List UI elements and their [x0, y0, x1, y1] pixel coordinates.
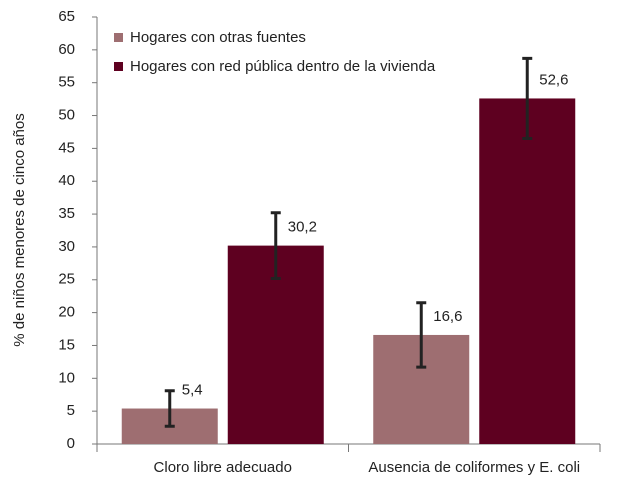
y-tick-label: 60: [58, 41, 75, 58]
y-tick-label: 15: [58, 336, 75, 353]
bar: [479, 98, 576, 444]
value-label: 52,6: [539, 71, 568, 88]
value-label: 5,4: [182, 381, 203, 398]
x-tick-label: Ausencia de coliformes y E. coli: [368, 459, 580, 476]
y-tick-label: 45: [58, 139, 75, 156]
y-tick-label: 5: [67, 402, 75, 419]
y-tick-label: 10: [58, 369, 75, 386]
y-tick-label: 65: [58, 8, 75, 25]
error-bar: [416, 301, 427, 369]
error-bar: [270, 211, 281, 280]
y-tick-label: 50: [58, 107, 75, 124]
y-tick-label: 0: [67, 435, 75, 452]
error-bar: [522, 56, 533, 141]
y-tick-label: 55: [58, 74, 75, 91]
legend-swatch: [114, 33, 123, 42]
y-tick-label: 25: [58, 271, 75, 288]
legend-label: Hogares con red pública dentro de la viv…: [130, 58, 436, 75]
value-label: 30,2: [288, 219, 317, 236]
value-label: 16,6: [433, 308, 462, 325]
legend-swatch: [114, 62, 123, 71]
y-tick-label: 40: [58, 172, 75, 189]
y-tick-label: 20: [58, 304, 75, 321]
error-bar: [164, 389, 175, 428]
y-tick-label: 35: [58, 205, 75, 222]
y-axis-label: % de niños menores de cinco años: [11, 113, 28, 346]
legend-label: Hogares con otras fuentes: [130, 29, 306, 46]
x-tick-label: Cloro libre adecuado: [154, 459, 292, 476]
y-tick-label: 30: [58, 238, 75, 255]
